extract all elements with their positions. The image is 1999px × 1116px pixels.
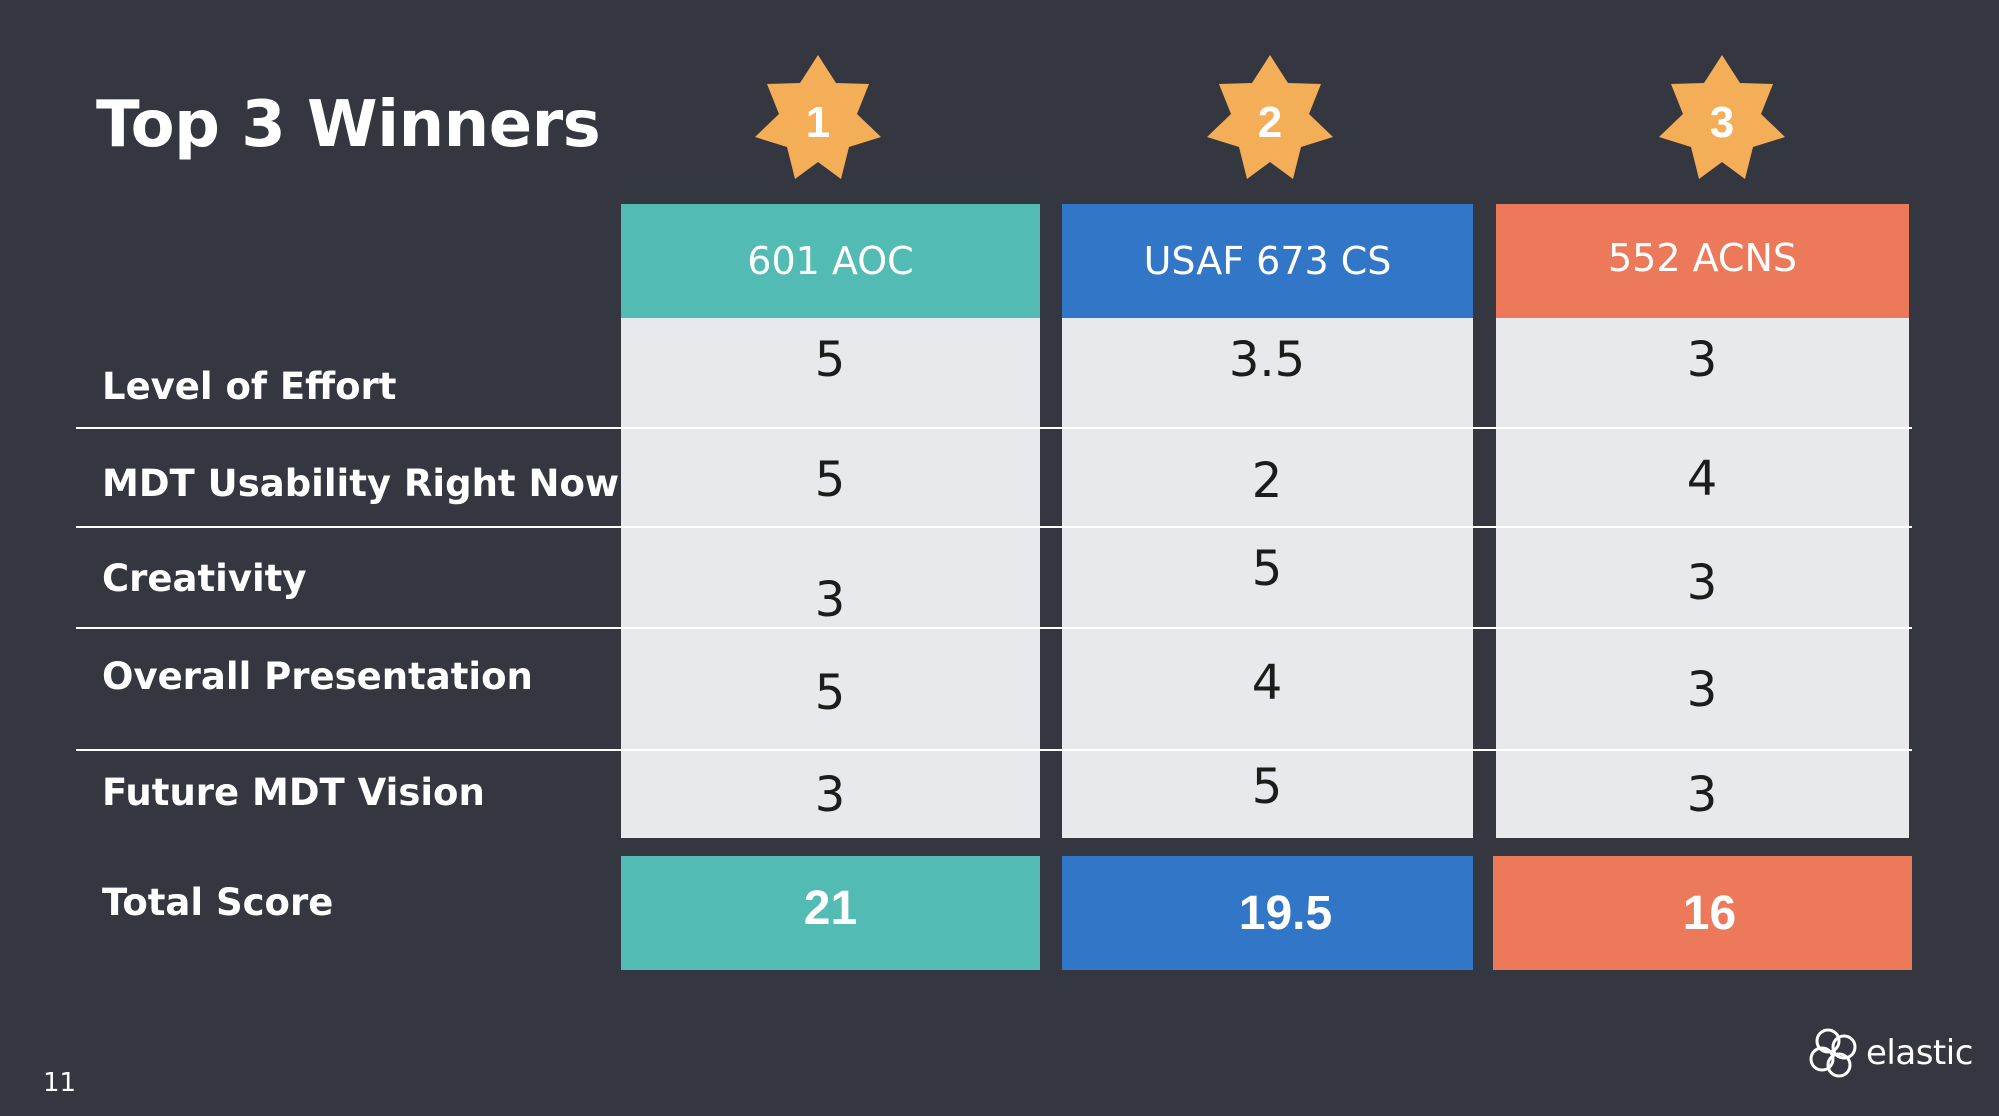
rank-3-label: 3 <box>1709 98 1735 147</box>
score-cell: 3 <box>1686 332 1718 388</box>
rank-1-star-icon: 1 <box>748 53 888 193</box>
score-cell: 5 <box>1251 759 1283 815</box>
team-header-552-acns: 552 ACNS <box>1496 204 1909 318</box>
page-number: 11 <box>43 1068 77 1098</box>
criterion-label-overall-presentation: Overall Presentation <box>102 655 533 698</box>
elastic-logo-text: elastic <box>1866 1033 1973 1073</box>
row-divider <box>76 627 1912 629</box>
score-cell: 5 <box>814 332 846 388</box>
criterion-label-level-of-effort: Level of Effort <box>102 365 397 408</box>
rank-1-label: 1 <box>805 98 831 147</box>
criterion-label-future-mdt-vision: Future MDT Vision <box>102 771 485 814</box>
team-header-601-aoc: 601 AOC <box>621 204 1040 318</box>
score-cell: 3 <box>814 767 846 823</box>
score-cell: 4 <box>1686 451 1718 507</box>
total-score-552-acns: 16 <box>1493 856 1912 970</box>
elastic-logo-icon <box>1809 1028 1857 1078</box>
score-cell: 3.5 <box>1228 332 1306 388</box>
team-column-552-acns <box>1496 318 1909 838</box>
score-cell: 3 <box>1686 662 1718 718</box>
rank-2-label: 2 <box>1257 98 1283 147</box>
score-cell: 3 <box>814 572 846 628</box>
rank-3-star-icon: 3 <box>1652 53 1792 193</box>
total-score-601-aoc: 21 <box>621 856 1040 970</box>
criterion-label-creativity: Creativity <box>102 557 307 600</box>
team-column-usaf-673-cs <box>1062 318 1473 838</box>
criterion-label-mdt-usability: MDT Usability Right Now <box>102 462 620 505</box>
elastic-logo: elastic <box>1806 1025 1973 1081</box>
team-header-usaf-673-cs: USAF 673 CS <box>1062 204 1473 318</box>
team-column-601-aoc <box>621 318 1040 838</box>
row-divider <box>76 749 1912 751</box>
score-cell: 5 <box>814 665 846 721</box>
total-score-usaf-673-cs: 19.5 <box>1062 856 1473 970</box>
slide-title: Top 3 Winners <box>96 88 601 162</box>
score-cell: 4 <box>1251 655 1283 711</box>
row-divider <box>76 526 1912 528</box>
score-cell: 5 <box>814 452 846 508</box>
score-cell: 5 <box>1251 541 1283 597</box>
score-cell: 3 <box>1686 767 1718 823</box>
score-cell: 3 <box>1686 555 1718 611</box>
score-cell: 2 <box>1251 453 1283 509</box>
total-score-label: Total Score <box>102 881 334 924</box>
row-divider <box>76 427 1912 429</box>
rank-2-star-icon: 2 <box>1200 53 1340 193</box>
